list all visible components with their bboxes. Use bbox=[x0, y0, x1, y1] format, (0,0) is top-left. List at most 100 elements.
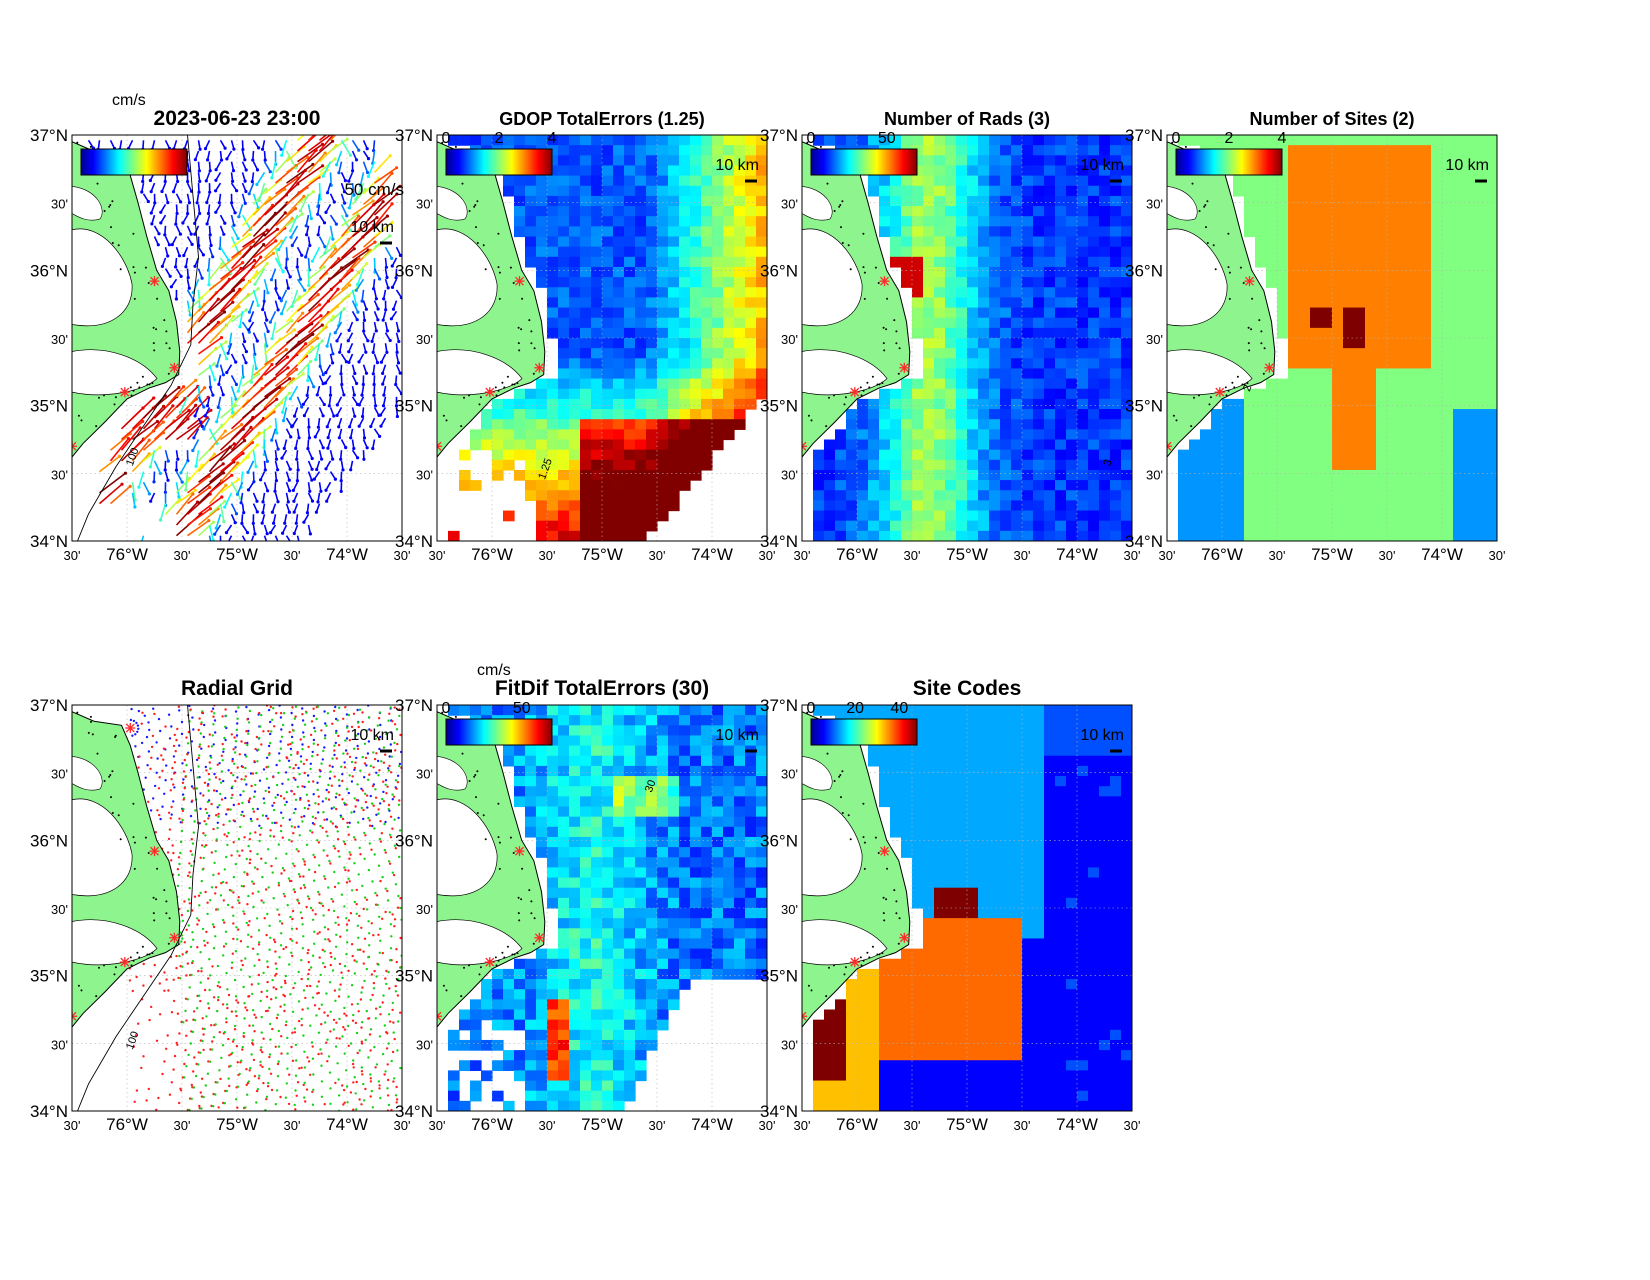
heatmap-cell bbox=[1077, 440, 1089, 451]
heatmap-cell bbox=[1310, 257, 1322, 268]
heatmap-cell bbox=[1398, 389, 1410, 400]
heatmap-cell bbox=[1354, 379, 1366, 390]
heatmap-cell bbox=[967, 308, 979, 319]
heatmap-cell bbox=[1365, 237, 1377, 248]
heatmap-cell bbox=[1464, 186, 1476, 197]
heatmap-cell bbox=[1387, 470, 1399, 481]
heatmap-cell bbox=[1255, 419, 1267, 430]
vector-head bbox=[215, 168, 218, 171]
heatmap-cell bbox=[1110, 216, 1122, 227]
heatmap-cell bbox=[668, 399, 680, 410]
vector-head bbox=[382, 319, 385, 322]
heatmap-cell bbox=[1354, 500, 1366, 511]
heatmap-cell bbox=[978, 440, 990, 451]
heatmap-cell bbox=[1453, 338, 1465, 349]
heatmap-cell bbox=[1222, 500, 1234, 511]
vector-head bbox=[372, 199, 375, 202]
lon-tick-label: 75°W bbox=[1311, 545, 1353, 564]
heatmap-cell bbox=[923, 308, 935, 319]
vector-head bbox=[389, 154, 392, 157]
heatmap-cell bbox=[1277, 450, 1289, 461]
vector-head bbox=[198, 212, 201, 215]
heatmap-cell bbox=[1453, 318, 1465, 329]
heatmap-cell bbox=[1211, 480, 1223, 491]
heatmap-cell bbox=[1464, 145, 1476, 156]
radial-grid-point bbox=[205, 766, 207, 768]
heatmap-cell bbox=[934, 216, 946, 227]
heatmap-cell bbox=[1398, 328, 1410, 339]
heatmap-cell bbox=[558, 196, 570, 207]
heatmap-cell bbox=[879, 511, 891, 522]
lat-tick-label: 30' bbox=[51, 467, 68, 482]
vector-head bbox=[391, 286, 394, 289]
heatmap-cell bbox=[1354, 521, 1366, 532]
heatmap-cell bbox=[923, 216, 935, 227]
heatmap-cell bbox=[745, 186, 757, 197]
heatmap-cell bbox=[591, 206, 603, 217]
vector-head bbox=[300, 405, 303, 408]
heatmap-cell bbox=[1277, 429, 1289, 440]
heatmap-cell bbox=[989, 379, 1001, 390]
heatmap-cell bbox=[1420, 440, 1432, 451]
radial-grid-point bbox=[310, 763, 312, 765]
heatmap-cell bbox=[712, 297, 724, 308]
heatmap-cell bbox=[934, 480, 946, 491]
heatmap-cell bbox=[459, 470, 471, 481]
heatmap-cell bbox=[1431, 287, 1443, 298]
heatmap-cell bbox=[989, 257, 1001, 268]
heatmap-cell bbox=[978, 226, 990, 237]
heatmap-cell bbox=[956, 308, 968, 319]
heatmap-cell bbox=[868, 521, 880, 532]
vector-head bbox=[321, 164, 324, 167]
vector-head bbox=[392, 308, 395, 311]
heatmap-cell bbox=[1398, 368, 1410, 379]
heatmap-cell bbox=[701, 297, 713, 308]
vector-head bbox=[133, 505, 136, 508]
lon-tick-label: 30' bbox=[649, 548, 666, 563]
radial-grid-point bbox=[134, 733, 136, 735]
vector-head bbox=[227, 352, 230, 355]
heatmap-cell bbox=[1442, 257, 1454, 268]
colorbar bbox=[81, 149, 187, 175]
radial-grid-point bbox=[355, 757, 357, 759]
heatmap-cell bbox=[1000, 155, 1012, 166]
island-dot bbox=[480, 396, 482, 398]
heatmap-cell bbox=[1486, 308, 1498, 319]
heatmap-cell bbox=[1178, 480, 1190, 491]
vector-head bbox=[179, 471, 182, 474]
heatmap-cell bbox=[1255, 257, 1267, 268]
heatmap-cell bbox=[945, 226, 957, 237]
heatmap-cell bbox=[1365, 216, 1377, 227]
heatmap-cell bbox=[712, 338, 724, 349]
heatmap-cell bbox=[1299, 226, 1311, 237]
heatmap-cell bbox=[945, 277, 957, 288]
heatmap-cell bbox=[1266, 226, 1278, 237]
heatmap-cell bbox=[1099, 277, 1111, 288]
vector-head bbox=[256, 168, 259, 171]
heatmap-cell bbox=[668, 389, 680, 400]
heatmap-cell bbox=[1343, 176, 1355, 187]
heatmap-cell bbox=[668, 308, 680, 319]
heatmap-cell bbox=[1420, 470, 1432, 481]
lat-tick-label: 34°N bbox=[760, 532, 798, 551]
heatmap-cell bbox=[558, 257, 570, 268]
heatmap-cell bbox=[1321, 267, 1333, 278]
heatmap-cell bbox=[1299, 389, 1311, 400]
island-dot bbox=[47, 438, 49, 440]
heatmap-cell bbox=[635, 379, 647, 390]
heatmap-cell bbox=[602, 440, 614, 451]
heatmap-cell bbox=[1431, 226, 1443, 237]
radial-grid-point bbox=[324, 734, 326, 736]
heatmap-cell bbox=[624, 500, 636, 511]
heatmap-cell bbox=[1200, 460, 1212, 471]
heatmap-cell bbox=[1099, 318, 1111, 329]
heatmap-cell bbox=[1288, 186, 1300, 197]
heatmap-cell bbox=[547, 500, 559, 511]
heatmap-cell bbox=[1486, 399, 1498, 410]
heatmap-cell bbox=[558, 511, 570, 522]
heatmap-cell bbox=[1044, 500, 1056, 511]
heatmap-cell bbox=[503, 511, 515, 522]
heatmap-cell bbox=[967, 145, 979, 156]
heatmap-cell bbox=[558, 429, 570, 440]
island-dot bbox=[104, 210, 106, 212]
